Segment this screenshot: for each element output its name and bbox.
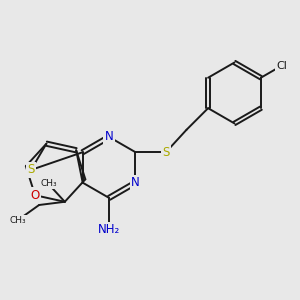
Text: CH₃: CH₃ [40,179,57,188]
Text: S: S [162,146,169,159]
Text: S: S [27,164,35,176]
Text: N: N [131,176,140,189]
Text: CH₃: CH₃ [10,216,26,225]
Text: NH₂: NH₂ [98,224,120,236]
Text: Cl: Cl [277,61,287,70]
Text: O: O [30,189,40,202]
Text: N: N [105,130,113,143]
